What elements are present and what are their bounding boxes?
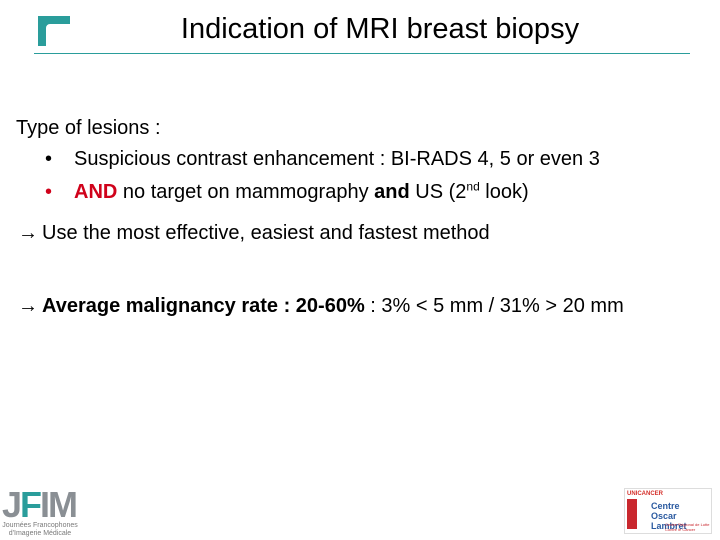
jfim-logo-letters: JFIM (2, 484, 78, 525)
arrow-statement: → Use the most effective, easiest and fa… (16, 221, 692, 246)
unicancer-label: UNICANCER (627, 491, 663, 497)
bullet-text: look) (479, 181, 529, 203)
list-item: • AND no target on mammography and US (2… (16, 180, 694, 205)
arrow-right-icon: → (18, 295, 38, 317)
and-bold: and (374, 181, 410, 203)
centre-oscar-lambret-logo: UNICANCER Centre Oscar Lambret Centre Ré… (624, 488, 712, 534)
and-highlight: AND (74, 181, 118, 203)
statement-text: : 3% < 5 mm / 31% > 20 mm (364, 295, 624, 317)
intro-text: Type of lesions : (16, 117, 161, 139)
bullet-text: no target on mammography (117, 181, 375, 203)
superscript: nd (466, 179, 480, 194)
centre-name-line1: Centre (651, 501, 680, 511)
lesion-list: • Suspicious contrast enhancement : BI-R… (16, 147, 706, 205)
bullet-icon: • (45, 181, 53, 203)
teal-corner-logo-icon (38, 16, 70, 46)
malignancy-rate: Average malignancy rate : 20-60% (42, 295, 365, 317)
centre-name-line2: Oscar Lambret (651, 511, 687, 531)
jfim-logo: JFIM Journées Francophones d'Imagerie Mé… (2, 484, 78, 538)
title-divider (34, 53, 690, 54)
bullet-text: Suspicious contrast enhancement : BI-RAD… (74, 148, 600, 170)
slide-title: Indication of MRI breast biopsy (180, 13, 580, 45)
slide-content: Type of lesions : • Suspicious contrast … (16, 116, 706, 319)
statement-text: Use the most effective, easiest and fast… (42, 222, 490, 244)
jfim-logo-subtitle: Journées Francophones d'Imagerie Médical… (2, 522, 78, 537)
centre-subtitle: Centre Régional de Lutte Contre le Cance… (665, 522, 710, 532)
bullet-icon: • (45, 148, 53, 170)
bullet-text: US (2 (409, 181, 467, 203)
arrow-right-icon: → (18, 222, 38, 244)
centre-name: Centre Oscar Lambret (651, 501, 711, 531)
logo-red-block (627, 499, 637, 529)
list-item: • Suspicious contrast enhancement : BI-R… (16, 147, 694, 172)
arrow-statement: → Average malignancy rate : 20-60% : 3% … (16, 294, 692, 319)
